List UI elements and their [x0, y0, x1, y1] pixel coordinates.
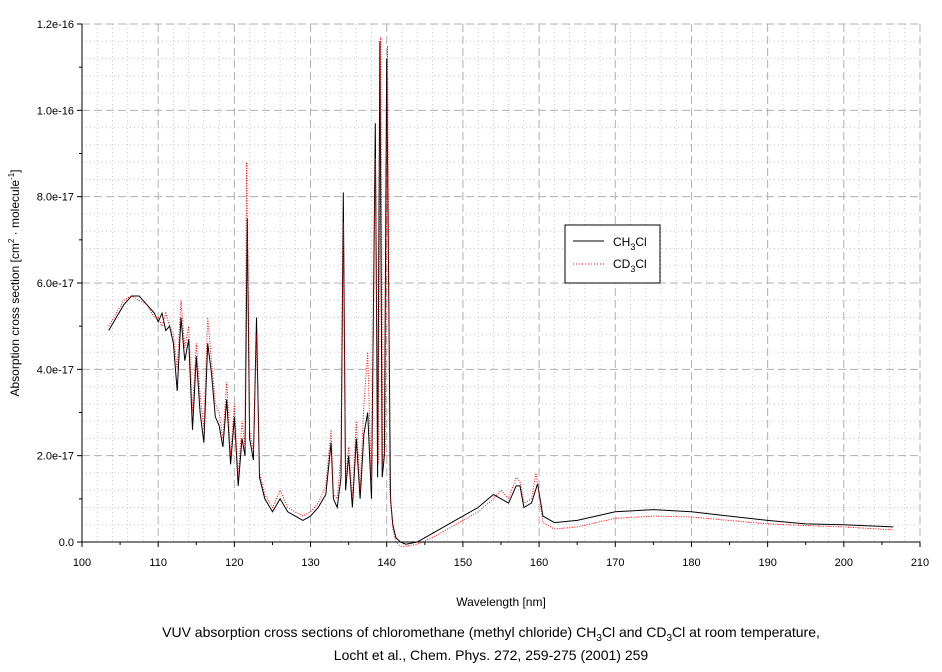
x-tick-label: 130 [301, 557, 319, 569]
y-tick-label: 2.0e-17 [37, 451, 74, 463]
series-line-ch3cl [108, 41, 894, 545]
x-tick-label: 100 [73, 557, 91, 569]
legend-label-ch3cl: CH3Cl [613, 235, 647, 252]
x-tick-label: 180 [682, 557, 700, 569]
legend-label-cd3cl: CD3Cl [613, 257, 647, 274]
y-tick-label: 6.0e-17 [37, 278, 74, 290]
x-tick-label: 160 [530, 557, 548, 569]
caption-line-2: Locht et al., Chem. Phys. 272, 259-275 (… [334, 647, 649, 663]
y-tick-label: 1.0e-16 [37, 105, 74, 117]
x-axis-label: Wavelength [nm] [456, 595, 546, 609]
y-tick-label: 0.0 [59, 537, 74, 549]
y-tick-label: 1.2e-16 [37, 19, 74, 31]
y-axis-label: Absorption cross section [cm2 · molecule… [7, 169, 22, 396]
x-tick-label: 190 [758, 557, 776, 569]
x-tick-label: 200 [835, 557, 853, 569]
x-tick-label: 210 [911, 557, 929, 569]
x-tick-label: 150 [454, 557, 472, 569]
legend: CH3Cl CD3Cl [564, 224, 661, 284]
y-tick-label: 8.0e-17 [37, 192, 74, 204]
x-tick-label: 110 [149, 557, 167, 569]
axes: 100 110 120 130 140 150 160 170 180 190 200 210 0.0 2… [37, 19, 929, 569]
series-layer [108, 36, 894, 547]
caption-line-1: VUV absorption cross sections of chlorom… [162, 624, 820, 644]
x-tick-label: 140 [378, 557, 396, 569]
x-tick-label: 170 [606, 557, 624, 569]
series-line-cd3cl [108, 36, 894, 547]
grid [82, 23, 921, 542]
y-tick-label: 4.0e-17 [37, 364, 74, 376]
x-tick-label: 120 [225, 557, 243, 569]
